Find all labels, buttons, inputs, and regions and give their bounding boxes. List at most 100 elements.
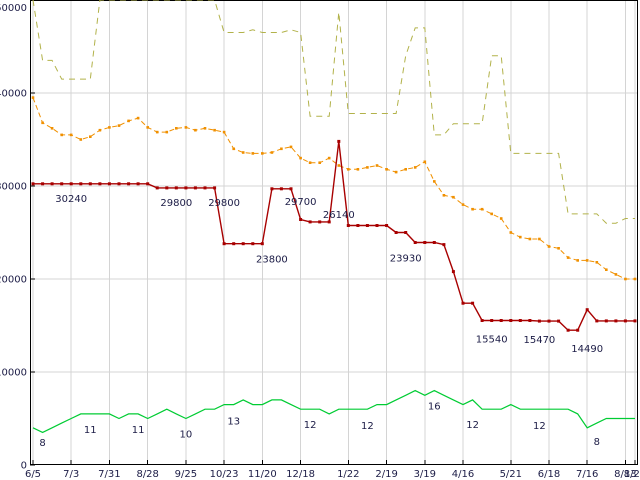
- series-marker-min-line: [308, 220, 312, 224]
- series-marker-avg-line: [222, 130, 226, 134]
- series-marker-min-line: [165, 186, 169, 190]
- series-marker-min-line: [566, 328, 570, 332]
- series-marker-avg-line: [289, 145, 293, 149]
- series-marker-min-line: [442, 243, 446, 247]
- series-marker-min-line: [499, 319, 503, 322]
- series-marker-min-line: [576, 328, 580, 332]
- series-marker-min-line: [127, 182, 131, 186]
- series-marker-avg-line: [423, 160, 427, 164]
- series-marker-min-line: [203, 186, 207, 190]
- series-line-min-line: [33, 141, 635, 331]
- series-marker-avg-line: [585, 259, 589, 262]
- series-marker-min-line: [50, 182, 54, 186]
- series-marker-avg-line: [633, 277, 637, 281]
- series-marker-min-line: [60, 182, 64, 186]
- series-marker-avg-line: [595, 261, 599, 264]
- price-annotation: 15540: [476, 335, 508, 346]
- series-marker-min-line: [270, 187, 274, 191]
- series-marker-avg-line: [375, 164, 379, 167]
- series-marker-min-line: [518, 319, 522, 322]
- series-marker-avg-line: [127, 119, 130, 123]
- series-marker-min-line: [146, 182, 150, 186]
- series-marker-min-line: [155, 186, 159, 190]
- price-annotation: 15470: [523, 335, 555, 346]
- offer-count-annotation: 16: [428, 402, 441, 413]
- y-axis-tick-label: 40000: [0, 89, 27, 100]
- series-marker-avg-line: [299, 156, 302, 160]
- offer-count-annotation: 8: [39, 438, 45, 449]
- series-marker-min-line: [184, 186, 188, 190]
- series-marker-avg-line: [308, 161, 312, 164]
- series-marker-min-line: [537, 319, 541, 323]
- offer-count-annotation: 12: [304, 420, 317, 431]
- series-marker-avg-line: [98, 128, 102, 132]
- series-marker-avg-line: [480, 207, 484, 211]
- series-line-max-line: [32, 0, 635, 224]
- series-marker-avg-line: [624, 277, 627, 281]
- series-marker-min-line: [595, 319, 599, 323]
- series-line-avg-line: [32, 97, 635, 280]
- series-marker-avg-line: [394, 170, 398, 174]
- price-annotation: 23930: [390, 254, 422, 265]
- price-annotation: 29700: [285, 197, 317, 208]
- series-marker-min-line: [318, 220, 322, 224]
- series-marker-avg-line: [471, 207, 474, 211]
- series-marker-avg-line: [41, 121, 44, 125]
- series-marker-min-line: [585, 308, 589, 312]
- series-marker-avg-line: [404, 168, 407, 171]
- series-marker-min-line: [623, 319, 627, 323]
- offer-count-annotation: 11: [132, 425, 145, 436]
- series-marker-min-line: [404, 231, 408, 234]
- price-annotation: 23800: [256, 255, 288, 266]
- x-axis-tick-label: 6/5: [25, 469, 41, 480]
- series-marker-min-line: [222, 242, 226, 246]
- series-marker-avg-line: [79, 138, 83, 141]
- series-marker-avg-line: [50, 127, 54, 130]
- series-count-line: [32, 389, 635, 434]
- x-axis-tick-label: 10/23: [210, 469, 239, 480]
- series-marker-min-line: [232, 242, 236, 246]
- series-marker-avg-line: [442, 194, 446, 197]
- series-marker-avg-line: [356, 168, 360, 171]
- series-marker-min-line: [251, 242, 255, 246]
- series-marker-avg-line: [614, 273, 618, 276]
- series-marker-min-line: [107, 182, 111, 186]
- series-marker-min-line: [385, 224, 389, 227]
- plot-border: [30, 0, 638, 465]
- x-axis-tick-label: 8/28: [136, 469, 158, 480]
- series-marker-avg-line: [232, 147, 235, 151]
- series-marker-min-line: [98, 182, 102, 186]
- price-annotation: 29800: [160, 198, 192, 209]
- offer-count-annotation: 12: [533, 421, 546, 432]
- x-axis-tick-label: 1/22: [337, 469, 359, 480]
- series-marker-avg-line: [557, 247, 560, 250]
- series-marker-avg-line: [31, 96, 35, 99]
- annotations: 30240 29800 29800 23800 29700 26140 23930 15540…: [39, 194, 603, 449]
- series-marker-min-line: [375, 224, 379, 227]
- series-marker-avg-line: [165, 130, 169, 134]
- series-marker-min-line: [356, 224, 360, 227]
- y-axis-tick-label: 0: [21, 461, 27, 472]
- series-marker-avg-line: [155, 130, 159, 134]
- series-marker-min-line: [480, 319, 484, 322]
- series-marker-min-line: [69, 182, 73, 186]
- x-axis-tick-label: 7/16: [576, 469, 598, 480]
- series-marker-avg-line: [203, 127, 207, 130]
- series-marker-avg-line: [413, 166, 417, 169]
- grid: [30, 0, 638, 465]
- series-marker-min-line: [471, 301, 475, 305]
- series-marker-avg-line: [194, 128, 197, 132]
- series-max-line: [32, 0, 635, 224]
- series-marker-avg-line: [241, 151, 245, 154]
- series-marker-min-line: [289, 187, 293, 191]
- series-marker-min-line: [346, 224, 350, 227]
- series-marker-min-line: [557, 319, 561, 323]
- series-marker-min-line: [490, 319, 494, 322]
- x-axis-tick-label: 7/31: [98, 469, 120, 480]
- axes: [30, 0, 638, 466]
- series-marker-avg-line: [280, 147, 283, 151]
- series-marker-min-line: [633, 319, 637, 323]
- series-marker-avg-line: [433, 180, 436, 183]
- series-marker-avg-line: [509, 231, 513, 234]
